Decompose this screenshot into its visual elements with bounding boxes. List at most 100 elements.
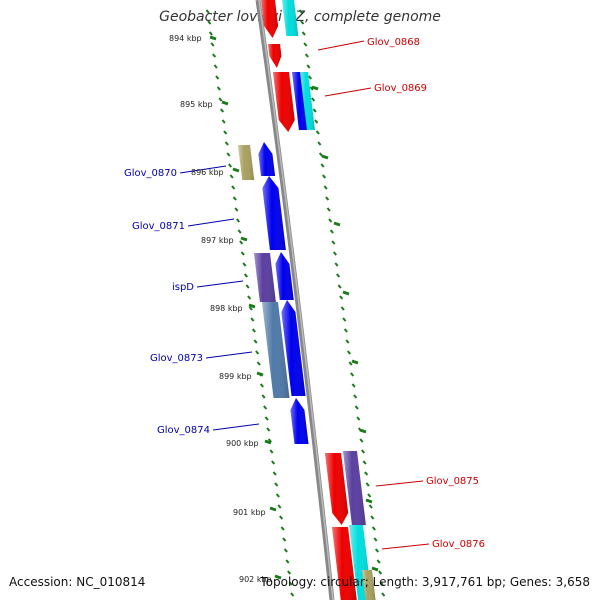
scale-dot xyxy=(359,438,364,443)
leader-line xyxy=(205,351,253,359)
gene-label-glov-0871[interactable]: Glov_0871 xyxy=(132,221,185,232)
scale-dot xyxy=(375,548,380,553)
scale-dot xyxy=(300,20,305,25)
scale-dot xyxy=(248,306,253,311)
scale-label: 902 kbp xyxy=(239,575,272,584)
scale-dot xyxy=(314,119,319,124)
scale-dot xyxy=(218,97,223,102)
label-leaders xyxy=(179,40,430,550)
scale-dot xyxy=(231,185,236,190)
scale-major-tick xyxy=(221,100,229,106)
gene-glov-0869-shade xyxy=(273,72,295,132)
gene-label-glov-0874[interactable]: Glov_0874 xyxy=(157,425,210,436)
backbone-highlight xyxy=(258,0,334,600)
scale-dot xyxy=(365,482,370,487)
gene-glov-0876-shade xyxy=(332,527,357,600)
scale-dot xyxy=(245,284,250,289)
scale-dot xyxy=(345,339,350,344)
scale-dot xyxy=(340,306,345,311)
scale-dot xyxy=(370,515,375,520)
scale-dot xyxy=(223,130,228,135)
scale-dot xyxy=(298,9,303,14)
gene-glov-0873-shade xyxy=(281,300,306,396)
scale-major-tick xyxy=(321,154,329,160)
scale-dot xyxy=(224,141,229,146)
scale-major-tick xyxy=(365,498,373,504)
leader-line xyxy=(187,218,235,227)
scale-dot xyxy=(234,207,239,212)
leader-line xyxy=(196,280,244,288)
feature-ispd-shade xyxy=(254,253,276,302)
scale-dot xyxy=(210,42,215,47)
scale-dot xyxy=(266,427,271,432)
scale-dot xyxy=(232,196,237,201)
scale-dot xyxy=(272,471,277,476)
scale-dot xyxy=(306,64,311,69)
scale-dot xyxy=(371,526,376,531)
gene-label-glov-0876[interactable]: Glov_0876 xyxy=(432,539,485,550)
scale-label: 897 kbp xyxy=(201,236,234,245)
scale-dot xyxy=(350,372,355,377)
feature-glov-0877-olive-shade xyxy=(362,570,376,600)
gene-label-ispd[interactable]: ispD xyxy=(172,282,194,293)
scale-major-tick xyxy=(264,439,272,445)
scale-dot xyxy=(325,196,330,201)
scale-dot xyxy=(373,537,378,542)
scale-dot xyxy=(362,460,367,465)
scale-major-tick xyxy=(333,221,341,227)
scale-label: 901 kbp xyxy=(233,508,266,517)
feature-glov-0869-cyan-shade xyxy=(300,72,315,130)
scale-dot xyxy=(229,174,234,179)
scale-dot xyxy=(207,20,212,25)
gene-label-glov-0873[interactable]: Glov_0873 xyxy=(150,353,203,364)
scale-labels: 894 kbp 895 kbp 896 kbp 897 kbp 898 kbp … xyxy=(169,34,272,584)
scale-dot xyxy=(348,361,353,366)
gene-glov-0871-shade xyxy=(262,176,286,250)
gene-labels: Glov_0868 Glov_0869 Glov_0870 Glov_0871 … xyxy=(124,37,485,550)
scale-major-tick xyxy=(240,236,248,242)
gene-glov-0868-shade xyxy=(261,0,279,38)
gene-label-glov-0869[interactable]: Glov_0869 xyxy=(374,83,427,94)
scale-dot xyxy=(323,185,328,190)
gene-label-glov-0868[interactable]: Glov_0868 xyxy=(367,37,420,48)
scale-label: 900 kbp xyxy=(226,439,259,448)
scale-dot xyxy=(277,504,282,509)
genome-title: Geobacter lovleyi SZ, complete genome xyxy=(159,9,441,25)
scale-major-tick xyxy=(269,506,277,512)
scale-dot xyxy=(251,328,256,333)
leader-line xyxy=(212,423,260,431)
scale-dot xyxy=(368,504,373,509)
gene-label-glov-0875[interactable]: Glov_0875 xyxy=(426,476,479,487)
leader-line xyxy=(317,40,365,51)
scale-dot xyxy=(269,449,274,454)
leader-line xyxy=(179,165,227,174)
scale-major-tick xyxy=(371,566,379,572)
scale-dot xyxy=(271,460,276,465)
scale-dot xyxy=(250,317,255,322)
scale-dot xyxy=(342,317,347,322)
feature-glov-0868-cyan-shade xyxy=(282,0,299,36)
scale-dot xyxy=(301,31,306,36)
scale-label: 898 kbp xyxy=(210,304,243,313)
leader-line xyxy=(375,480,424,487)
scale-dot xyxy=(239,240,244,245)
scale-ticks xyxy=(205,9,386,597)
scale-dot xyxy=(326,207,331,212)
scale-dot xyxy=(235,218,241,223)
features xyxy=(238,0,376,600)
scale-dot xyxy=(275,493,280,498)
scale-dot xyxy=(221,119,226,124)
scale-dot xyxy=(288,581,293,586)
gene-glov-0874-shade xyxy=(290,398,309,444)
gene-label-glov-0870[interactable]: Glov_0870 xyxy=(124,168,177,179)
scale-dot xyxy=(329,229,334,234)
scale-dot xyxy=(285,559,290,564)
scale-label: 896 kbp xyxy=(191,168,224,177)
scale-label: 894 kbp xyxy=(169,34,202,43)
scale-dot xyxy=(334,262,339,267)
scale-dot xyxy=(240,251,245,256)
scale-major-tick xyxy=(359,428,367,434)
scale-dot xyxy=(343,328,348,333)
